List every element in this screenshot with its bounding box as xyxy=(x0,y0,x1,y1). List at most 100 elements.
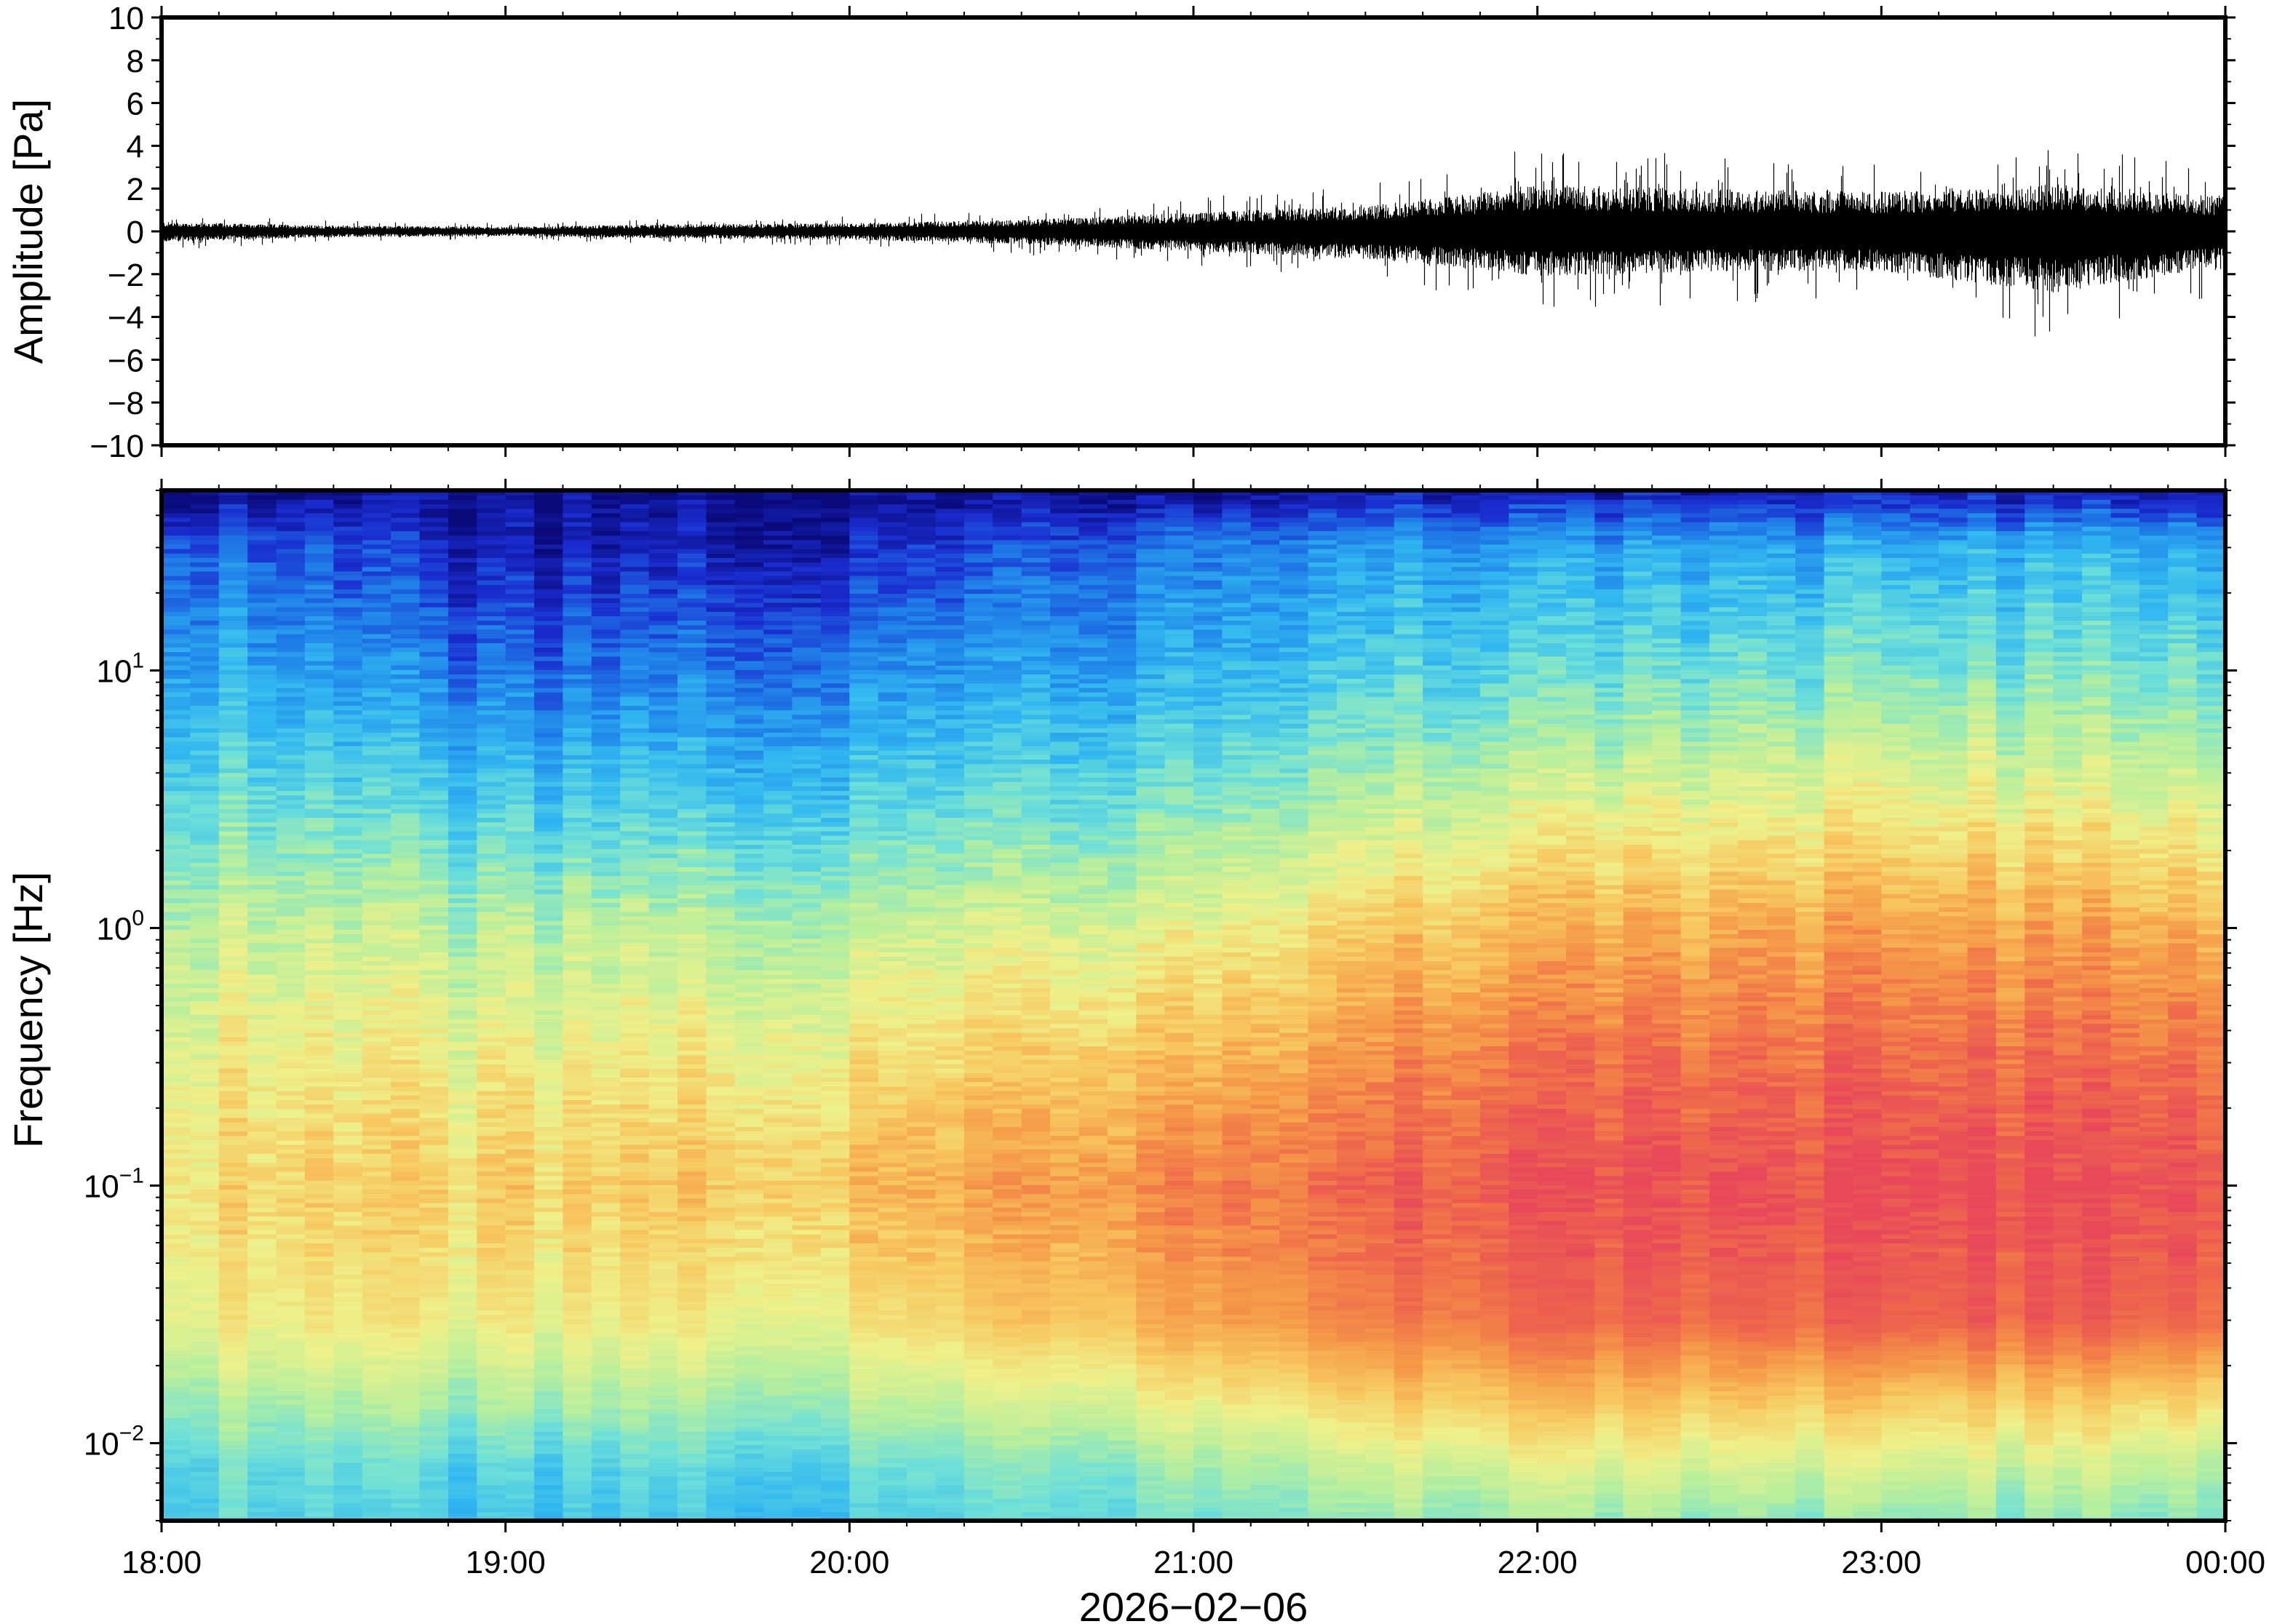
spectrogram-cell xyxy=(419,1193,449,1199)
spectrogram-cell xyxy=(534,575,564,581)
spectrogram-cell xyxy=(362,1372,392,1378)
spectrogram-cell xyxy=(218,1332,248,1338)
spectrogram-cell xyxy=(534,665,564,670)
spectrogram-cell xyxy=(190,1180,220,1185)
spectrogram-cell xyxy=(591,597,621,603)
spectrogram-cell xyxy=(162,979,191,984)
spectrogram-cell xyxy=(534,611,564,616)
spectrogram-cell xyxy=(591,1077,621,1083)
spectrogram-cell xyxy=(276,942,306,948)
spectrogram-cell xyxy=(218,1404,248,1409)
spectrogram-cell xyxy=(247,566,277,572)
spectrogram-cell xyxy=(734,1480,764,1486)
spectrogram-cell xyxy=(276,848,306,854)
spectrogram-cell xyxy=(706,1189,736,1195)
spectrogram-cell xyxy=(591,755,621,760)
spectrogram-cell xyxy=(677,1395,707,1401)
spectrogram-cell xyxy=(162,1041,191,1047)
spectrogram-cell xyxy=(304,508,334,514)
spectrogram-cell xyxy=(304,1233,334,1239)
spectrogram-cell xyxy=(534,786,564,792)
spectrogram-cell xyxy=(505,1301,535,1307)
spectrogram-cell xyxy=(648,861,678,867)
spectrogram-cell xyxy=(247,1158,277,1163)
spectrogram-cell xyxy=(620,562,650,568)
spectrogram-cell xyxy=(247,996,277,1002)
spectrogram-cell xyxy=(218,759,248,765)
spectrogram-cell xyxy=(706,942,736,948)
spectrogram-cell xyxy=(734,871,764,877)
spectrogram-cell xyxy=(591,553,621,558)
spectrogram-cell xyxy=(477,1489,506,1494)
spectrogram-cell xyxy=(362,1117,392,1123)
spectrogram-cell xyxy=(505,611,535,616)
spectrogram-cell xyxy=(218,795,248,800)
spectrogram-cell xyxy=(534,826,564,832)
spectrogram-cell xyxy=(304,530,334,536)
spectrogram-cell xyxy=(734,1484,764,1490)
spectrogram-cell xyxy=(505,714,535,720)
spectrogram-cell xyxy=(563,745,592,751)
spectrogram-cell xyxy=(333,1324,363,1329)
spectrogram-cell xyxy=(563,557,592,563)
spectrogram-cell xyxy=(477,1265,506,1270)
spectrogram-cell xyxy=(534,755,564,760)
spectrogram-cell xyxy=(706,934,736,939)
spectrogram-cell xyxy=(391,607,421,612)
spectrogram-cell xyxy=(304,1399,334,1405)
spectrogram-cell xyxy=(247,732,277,738)
spectrogram-cell xyxy=(591,1220,621,1226)
spectrogram-cell xyxy=(333,1131,363,1137)
spectrogram-cell xyxy=(677,629,707,634)
spectrogram-cell xyxy=(276,584,306,590)
spectrogram-cell xyxy=(706,549,736,554)
spectrogram-cell xyxy=(391,1202,421,1208)
spectrogram-cell xyxy=(677,530,707,536)
spectrogram-cell xyxy=(706,898,736,903)
spectrogram-cell xyxy=(763,1390,793,1396)
spectrogram-cell xyxy=(448,634,477,639)
spectrogram-cell xyxy=(534,1229,564,1235)
spectrogram-cell xyxy=(419,1476,449,1481)
spectrogram-cell xyxy=(448,682,477,688)
spectrogram-cell xyxy=(648,723,678,728)
spectrogram-cell xyxy=(534,821,564,827)
spectrogram-cell xyxy=(477,925,506,930)
spectrogram-cell xyxy=(648,867,678,872)
spectrogram-cell xyxy=(648,1422,678,1428)
spectrogram-cell xyxy=(648,709,678,715)
spectrogram-cell xyxy=(391,960,421,966)
spectrogram-cell xyxy=(620,777,650,782)
spectrogram-cell xyxy=(276,1198,306,1203)
spectrogram-cell xyxy=(448,1099,477,1105)
spectrogram-cell xyxy=(247,1476,277,1481)
spectrogram-cell xyxy=(677,732,707,738)
spectrogram-cell xyxy=(362,1144,392,1150)
spectrogram-cell xyxy=(362,817,392,823)
spectrogram-cell xyxy=(734,1216,764,1222)
spectrogram-cell xyxy=(162,728,191,733)
spectrogram-cell xyxy=(563,522,592,527)
spectrogram-cell xyxy=(477,1484,506,1490)
spectrogram-cell xyxy=(591,1256,621,1262)
spectrogram-cell xyxy=(391,1059,421,1064)
spectrogram-cell xyxy=(620,1216,650,1222)
spectrogram-cell xyxy=(734,1399,764,1405)
spectrogram-cell xyxy=(190,925,220,930)
spectrogram-cell xyxy=(477,709,506,715)
spectrogram-cell xyxy=(276,1229,306,1235)
spectrogram-cell xyxy=(505,1494,535,1499)
spectrogram-cell xyxy=(763,1507,793,1513)
spectrogram-cell xyxy=(763,1498,793,1503)
spectrogram-cell xyxy=(448,1399,477,1405)
spectrogram-cell xyxy=(706,974,736,979)
spectrogram-cell xyxy=(477,1467,506,1472)
spectrogram-cell xyxy=(477,1139,506,1145)
spectrogram-cell xyxy=(677,1086,707,1091)
spectrogram-cell xyxy=(706,714,736,720)
spectrogram-cell xyxy=(591,1260,621,1266)
spectrogram-cell xyxy=(448,790,477,796)
spectrogram-cell xyxy=(190,1274,220,1280)
spectrogram-cell xyxy=(419,803,449,809)
spectrogram-cell xyxy=(677,1355,707,1360)
